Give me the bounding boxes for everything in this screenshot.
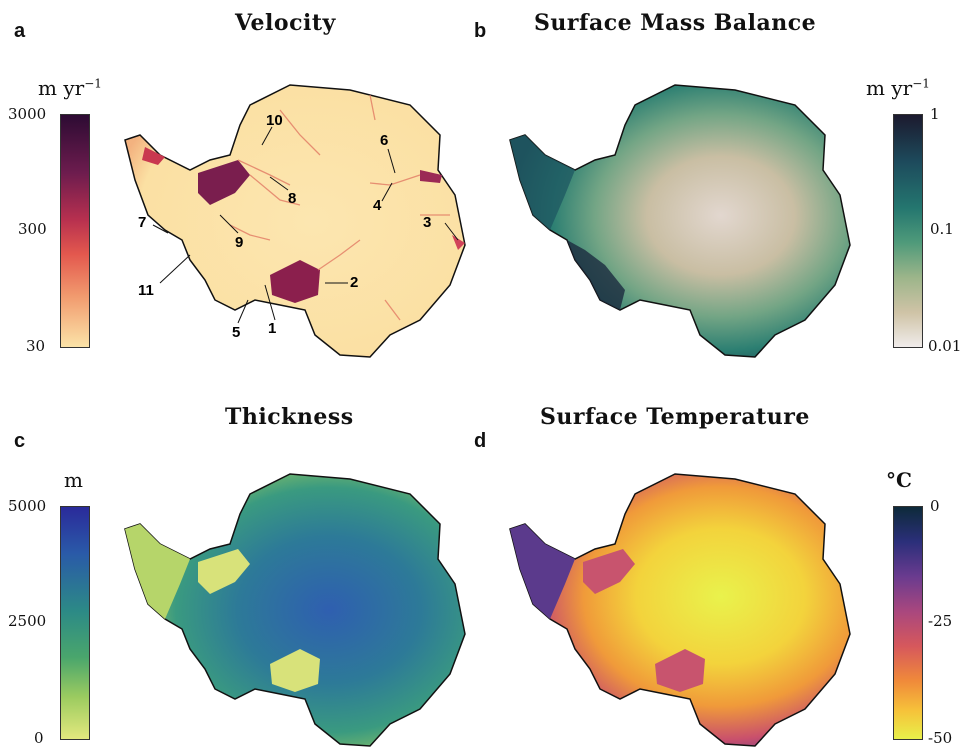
panel-title-surface-temperature: Surface Temperature — [540, 404, 810, 430]
thickness-map — [124, 473, 466, 747]
glacier-label-3: 3 — [423, 214, 431, 231]
temperature-tick-max: 0 — [930, 497, 940, 515]
panel-title-thickness: Thickness — [225, 404, 354, 430]
smb-tick-mid: 0.1 — [930, 220, 954, 238]
antarctica-shape-d — [509, 473, 851, 747]
fast-flow-peninsula — [142, 147, 165, 165]
ice-shelf-weddell-d — [583, 549, 635, 594]
thickness-unit: m — [64, 468, 83, 492]
thickness-tick-min: 0 — [34, 729, 44, 747]
antarctica-shape-b — [509, 84, 851, 358]
glacier-leader-lines — [152, 126, 459, 324]
temperature-tick-mid: -25 — [928, 612, 953, 630]
glacier-labels: 1 2 3 4 5 6 7 8 9 10 11 — [138, 112, 431, 341]
panel-letter-b: b — [474, 20, 487, 42]
velocity-colorbar — [60, 114, 90, 348]
fast-flow-weddell — [198, 160, 250, 205]
fast-flow-ross — [270, 260, 320, 303]
thickness-tick-mid: 2500 — [8, 612, 47, 630]
smb-unit: m yr−1 — [866, 76, 930, 100]
antarctica-shape-c — [124, 473, 466, 747]
panel-title-velocity: Velocity — [235, 10, 336, 36]
smb-tick-min: 0.01 — [928, 337, 962, 355]
fast-flow-amery — [420, 170, 442, 183]
velocity-tick-min: 30 — [26, 337, 46, 355]
glacier-label-1: 1 — [268, 320, 276, 337]
glacier-label-10: 10 — [266, 112, 283, 129]
glacier-label-8: 8 — [288, 190, 296, 207]
panel-letter-a: a — [14, 20, 26, 42]
glacier-label-11: 11 — [138, 282, 154, 299]
glacier-label-4: 4 — [373, 197, 382, 214]
velocity-unit: m yr−1 — [38, 76, 102, 100]
fast-flow-east — [452, 235, 465, 250]
glacier-label-5: 5 — [232, 324, 240, 341]
velocity-tick-max: 3000 — [8, 105, 47, 123]
velocity-map: 1 2 3 4 5 6 7 8 9 10 11 — [124, 84, 466, 358]
ice-shelf-ross — [270, 649, 320, 692]
temperature-unit: °C — [886, 468, 912, 492]
thickness-colorbar — [60, 506, 90, 740]
ice-shelf-weddell — [198, 549, 250, 594]
panel-letter-d: d — [474, 430, 487, 452]
glacier-label-2: 2 — [350, 274, 358, 291]
temperature-colorbar — [893, 506, 923, 740]
smb-tick-max: 1 — [930, 105, 940, 123]
antarctica-shape-a — [124, 84, 466, 358]
panel-title-surface-mass-balance: Surface Mass Balance — [534, 10, 817, 36]
ice-streams — [229, 94, 450, 321]
temperature-map — [509, 473, 851, 747]
glacier-label-9: 9 — [235, 234, 243, 251]
thickness-tick-max: 5000 — [8, 497, 47, 515]
ice-shelf-ross-d — [655, 649, 705, 692]
smb-colorbar — [893, 114, 923, 348]
panel-letter-c: c — [14, 430, 26, 452]
temperature-tick-min: -50 — [928, 729, 953, 747]
glacier-label-6: 6 — [380, 132, 388, 149]
glacier-label-7: 7 — [138, 214, 146, 231]
smb-map — [509, 84, 851, 358]
velocity-tick-mid: 300 — [18, 220, 47, 238]
